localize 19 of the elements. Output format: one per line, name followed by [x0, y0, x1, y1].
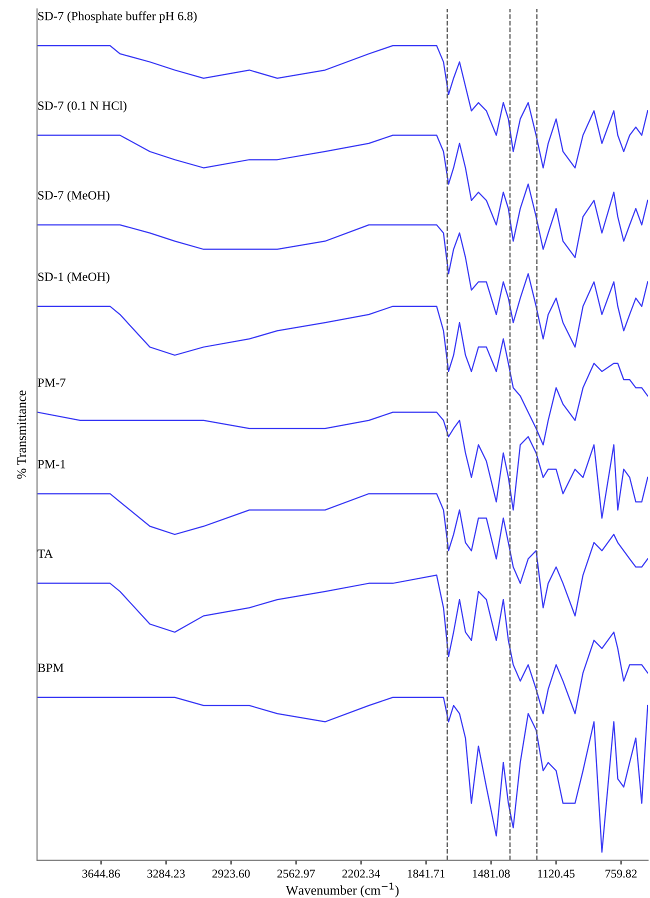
x-tick-label: 2923.60 [212, 870, 250, 878]
text: TA [38, 550, 53, 558]
series-label: SD-1 (MeOH) [38, 272, 110, 284]
x-tick-label: 1841.71 [408, 870, 445, 878]
x-tick-label: 1481.08 [472, 870, 510, 878]
y-axis-title: % Transmittance [17, 390, 26, 479]
x-tick-label: 3284.23 [147, 870, 185, 878]
x-tick-label: 759.82 [606, 870, 637, 878]
x-tick-label: 1120.45 [538, 870, 575, 878]
series-label: SD-7 (MeOH) [38, 190, 110, 202]
series-label: SD-7 (Phosphate buffer pH 6.8) [38, 11, 197, 23]
text: BPM [38, 664, 64, 672]
x-axis-title: Wavenumber (cm$^{−1}$) [286, 882, 399, 898]
text: PM-7 [38, 378, 66, 387]
x-tick-label: 2202.34 [342, 870, 380, 878]
series-label: SD-7 (0.1 N HCl) [38, 101, 126, 112]
x-tick-label: 3644.86 [82, 870, 120, 878]
text: PM-1 [38, 460, 66, 468]
x-tick-label: 2562.97 [277, 870, 315, 878]
